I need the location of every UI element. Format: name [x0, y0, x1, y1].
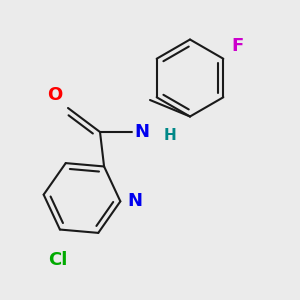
Text: N: N [128, 192, 142, 210]
Text: O: O [47, 86, 62, 104]
Text: Cl: Cl [48, 250, 68, 268]
Text: F: F [231, 37, 244, 55]
Text: N: N [134, 123, 149, 141]
Text: H: H [164, 128, 177, 143]
